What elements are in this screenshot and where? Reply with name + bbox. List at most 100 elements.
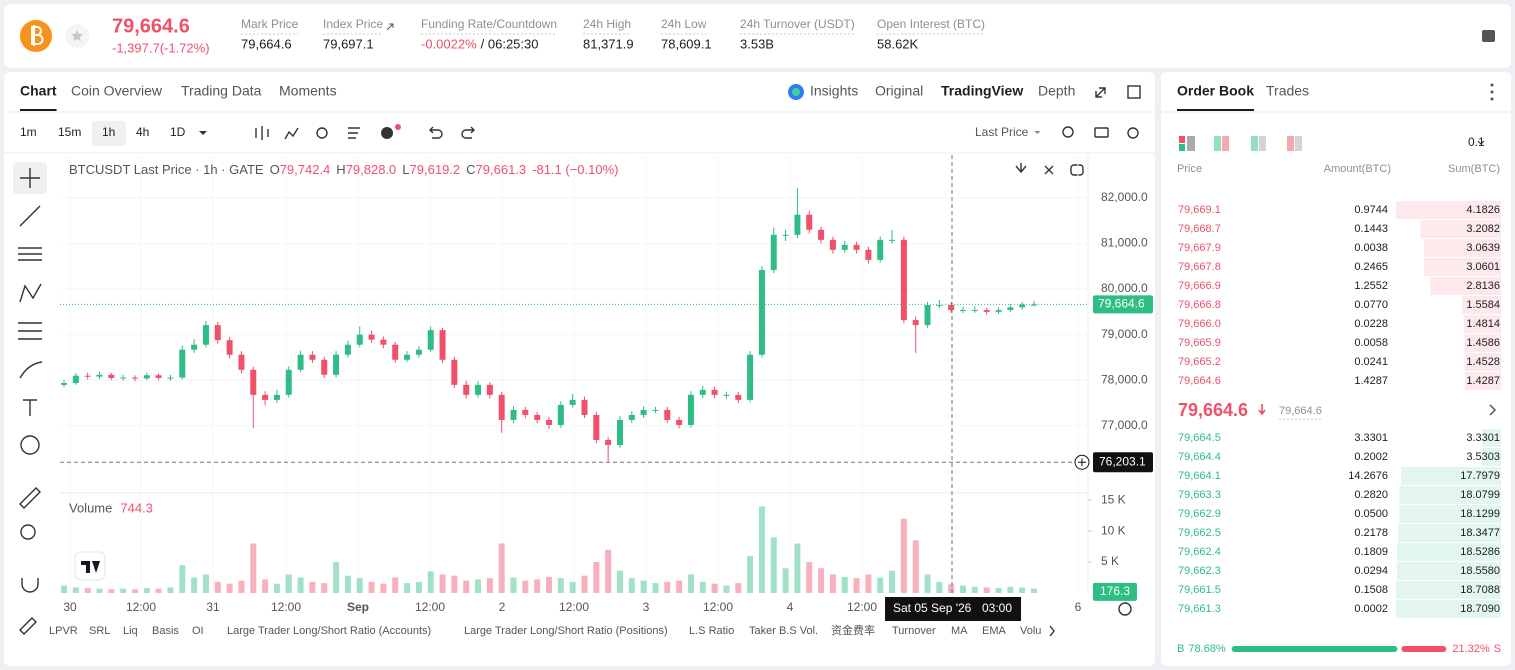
chevron[interactable] bbox=[1489, 404, 1497, 416]
indicator[interactable]: L.S Ratio bbox=[689, 625, 734, 637]
layout-icons[interactable] bbox=[1179, 136, 1302, 151]
add-icon[interactable] bbox=[381, 127, 393, 139]
volume-bar bbox=[96, 588, 103, 593]
indicator[interactable]: 资金费率 bbox=[831, 623, 875, 637]
interval[interactable]: 1m bbox=[20, 125, 37, 139]
indicator[interactable]: Taker B.S Vol. bbox=[749, 625, 818, 637]
indicator[interactable]: Large Trader Long/Short Ratio (Accounts) bbox=[227, 625, 431, 637]
indicator[interactable]: SRL bbox=[89, 625, 110, 637]
settings-icon[interactable] bbox=[1118, 602, 1132, 616]
orderbook-tab[interactable]: Trades bbox=[1266, 83, 1309, 99]
pattern-tool[interactable] bbox=[19, 283, 42, 303]
candle-type-icon[interactable] bbox=[255, 126, 269, 140]
text-tool[interactable] bbox=[23, 399, 37, 416]
indicator[interactable]: Liq bbox=[123, 625, 138, 637]
candle-body bbox=[380, 339, 387, 345]
dropdown-icon[interactable] bbox=[199, 131, 207, 135]
volume-bar bbox=[321, 583, 328, 593]
chart-button[interactable] bbox=[1070, 164, 1084, 176]
chart-tab[interactable]: Chart bbox=[20, 83, 57, 99]
depth-bar bbox=[1399, 486, 1501, 504]
indicator[interactable]: Volu bbox=[1020, 625, 1041, 637]
candle-body bbox=[865, 249, 872, 260]
brush-tool[interactable] bbox=[19, 361, 43, 379]
indicator[interactable]: Basis bbox=[152, 625, 179, 637]
camera-icon[interactable] bbox=[1094, 127, 1109, 138]
candle-body bbox=[877, 239, 884, 260]
zoom-tool[interactable] bbox=[20, 524, 36, 540]
depth-bar bbox=[1424, 239, 1501, 257]
indicator-icon[interactable] bbox=[284, 127, 299, 140]
undo-icon[interactable] bbox=[429, 126, 443, 139]
depth-bar bbox=[1424, 258, 1501, 276]
projection-tool[interactable] bbox=[18, 322, 42, 340]
candle-body bbox=[297, 354, 304, 370]
x-tick-label: 31 bbox=[206, 600, 220, 614]
indicator[interactable]: EMA bbox=[982, 625, 1007, 637]
interval[interactable]: 4h bbox=[136, 125, 149, 139]
interval[interactable]: 15m bbox=[58, 125, 81, 139]
settings-icon[interactable] bbox=[1127, 127, 1139, 139]
order-amount: 0.0500 bbox=[1354, 508, 1388, 520]
stat-label: Mark Price bbox=[241, 17, 299, 31]
candle-body bbox=[344, 344, 351, 355]
candle-body bbox=[806, 214, 813, 230]
compare-icon[interactable] bbox=[316, 127, 328, 139]
view-tab[interactable]: Depth bbox=[1038, 83, 1075, 99]
volume-bar bbox=[936, 581, 943, 593]
precision[interactable]: 0.1 bbox=[1468, 135, 1485, 149]
price-type[interactable]: Last Price bbox=[975, 125, 1029, 139]
emoji-tool[interactable] bbox=[20, 435, 40, 455]
scroll-icon[interactable] bbox=[1049, 625, 1055, 637]
indicator[interactable]: OI bbox=[192, 625, 204, 637]
indicator[interactable]: Turnover bbox=[892, 625, 936, 637]
candle-body bbox=[640, 409, 647, 415]
search-icon[interactable] bbox=[1062, 126, 1074, 138]
indicator[interactable]: Large Trader Long/Short Ratio (Positions… bbox=[464, 625, 668, 637]
depth-bar bbox=[1396, 201, 1501, 219]
crosshair-tool[interactable] bbox=[20, 168, 40, 188]
candle-body bbox=[699, 389, 706, 395]
menu-icon[interactable] bbox=[1482, 30, 1495, 42]
indicator[interactable]: LPVR bbox=[49, 625, 78, 637]
candle-body bbox=[770, 234, 777, 270]
candle-body bbox=[605, 440, 612, 446]
crosshair-date: Sat 05 Sep '26 bbox=[893, 601, 972, 615]
interval[interactable]: 1D bbox=[170, 125, 186, 139]
candle-body bbox=[664, 409, 671, 420]
chart-button[interactable] bbox=[1044, 165, 1054, 175]
redo-icon[interactable] bbox=[461, 126, 475, 139]
volume-bar bbox=[605, 549, 612, 593]
volume-bar bbox=[191, 577, 198, 593]
chart-button[interactable] bbox=[1015, 163, 1027, 174]
x-tick-label: 12:00 bbox=[415, 600, 445, 614]
view-tab[interactable]: TradingView bbox=[941, 83, 1023, 99]
interval[interactable]: 1h bbox=[102, 125, 115, 139]
template-icon[interactable] bbox=[348, 127, 360, 139]
chart-tab[interactable]: Trading Data bbox=[181, 83, 262, 99]
order-amount: 14.2676 bbox=[1348, 470, 1388, 482]
candle-body bbox=[889, 239, 896, 241]
orderbook-tab[interactable]: Order Book bbox=[1177, 83, 1254, 99]
chart-tab[interactable]: Coin Overview bbox=[71, 83, 163, 99]
view-tab[interactable]: Insights bbox=[810, 83, 858, 99]
volume-bar bbox=[61, 585, 67, 593]
candle-body bbox=[61, 383, 67, 385]
ruler-tool[interactable] bbox=[19, 487, 41, 509]
trendline-tool[interactable] bbox=[19, 205, 41, 227]
indicator[interactable]: MA bbox=[951, 625, 968, 637]
pencil-tool[interactable] bbox=[19, 617, 37, 635]
ohlc-value: 79,619.2 bbox=[410, 162, 461, 177]
volume-bar bbox=[534, 579, 541, 593]
volume-bar bbox=[960, 585, 967, 593]
view-tab[interactable]: Original bbox=[875, 83, 923, 99]
more-icon[interactable] bbox=[1490, 83, 1494, 87]
window-icon[interactable] bbox=[1127, 85, 1141, 99]
chart-tab[interactable]: Moments bbox=[279, 83, 337, 99]
magnet-tool[interactable] bbox=[21, 578, 39, 593]
order-price: 79,667.9 bbox=[1178, 242, 1221, 254]
dropdown-icon[interactable] bbox=[1477, 140, 1485, 145]
fib-tool[interactable] bbox=[18, 247, 42, 261]
expand-icon[interactable] bbox=[1095, 87, 1106, 98]
